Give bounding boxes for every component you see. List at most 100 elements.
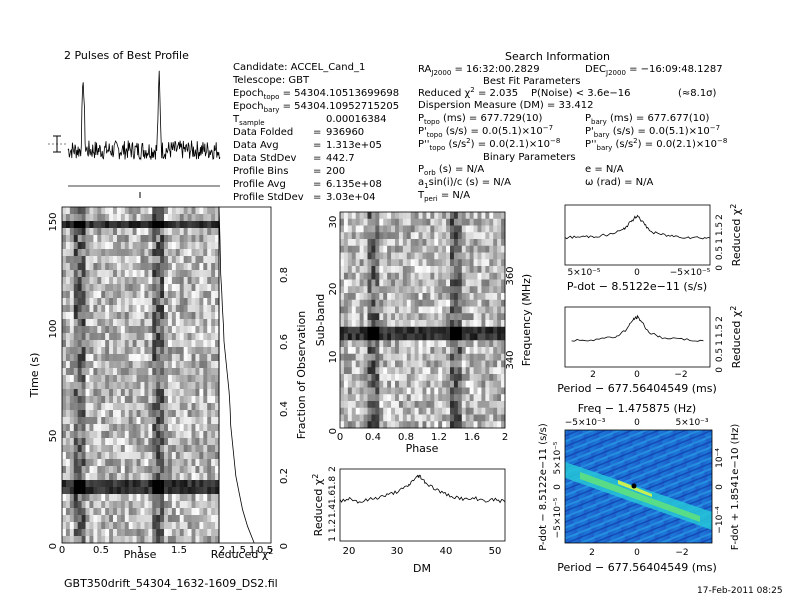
heatmap-cell <box>465 407 470 415</box>
heatmap-cell <box>175 515 181 523</box>
heatmap-cell <box>367 306 372 314</box>
heatmap-cell <box>391 313 396 321</box>
heatmap-cell <box>136 431 141 439</box>
heatmap-cell <box>438 306 443 314</box>
heatmap-cell <box>183 270 188 278</box>
heatmap-cell <box>116 431 122 439</box>
heatmap-cell <box>379 353 384 361</box>
heatmap-cell <box>156 480 161 488</box>
heatmap-cell <box>371 299 376 307</box>
heatmap-cell <box>199 382 204 390</box>
heatmap-cell <box>81 501 86 509</box>
heatmap-cell <box>191 270 196 278</box>
heatmap-cell <box>136 214 141 222</box>
heatmap-cell <box>379 279 384 287</box>
heatmap-cell <box>148 263 153 271</box>
heatmap-cell <box>481 407 486 415</box>
heatmap-cell <box>140 326 145 334</box>
heatmap-cell <box>450 407 455 415</box>
heatmap-cell <box>124 361 130 369</box>
heatmap-cell <box>379 394 384 402</box>
heatmap-cell <box>211 242 216 250</box>
footer-date: 17-Feb-2011 08:25 <box>697 586 783 596</box>
heatmap-cell <box>347 407 353 415</box>
heatmap-cell <box>195 403 200 411</box>
heatmap-cell <box>140 487 145 495</box>
heatmap-cell <box>363 320 368 328</box>
heatmap-cell <box>501 279 506 287</box>
heatmap-cell <box>179 487 184 495</box>
heatmap-cell <box>446 239 451 247</box>
heatmap-cell <box>461 320 467 328</box>
heatmap-cell <box>148 501 153 509</box>
heatmap-row <box>62 263 220 271</box>
heatmap-cell <box>160 445 165 453</box>
heatmap-cell <box>187 410 192 418</box>
heatmap-cell <box>430 272 435 280</box>
heatmap-cell <box>183 431 188 439</box>
heatmap-cell <box>457 279 463 287</box>
heatmap-cell <box>77 319 82 327</box>
heatmap-cell <box>465 239 470 247</box>
heatmap-cell <box>383 306 388 314</box>
tick-label: 0.6 <box>279 334 290 350</box>
heatmap-cell <box>89 207 94 215</box>
heatmap-cell <box>73 235 78 243</box>
heatmap-cell <box>450 279 455 287</box>
heatmap-cell <box>124 326 130 334</box>
heatmap-cell <box>379 380 384 388</box>
heatmap-cell <box>367 299 372 307</box>
heatmap-cell <box>81 403 86 411</box>
heatmap-cell <box>93 438 98 446</box>
heatmap-cell <box>367 259 372 267</box>
ppdot-panel: Freq − 1.475875 (Hz) Period − 677.564045… <box>538 402 741 574</box>
heatmap-cell <box>124 242 130 250</box>
heatmap-cell <box>457 212 463 220</box>
heatmap-cell <box>398 313 404 321</box>
heatmap-cell <box>113 228 118 236</box>
heatmap-cell <box>422 367 427 375</box>
heatmap-cell <box>215 242 220 250</box>
heatmap-cell <box>136 403 141 411</box>
heatmap-cell <box>164 536 169 544</box>
heatmap-cell <box>183 466 188 474</box>
heatmap-cell <box>124 536 130 544</box>
dm-xticks: 20 30 40 50 <box>343 546 502 557</box>
epoch-bary-label: Epochbary = 54304.10952715205 <box>233 101 399 114</box>
heatmap-cell <box>453 306 459 314</box>
heatmap-cell <box>89 424 94 432</box>
heatmap-cell <box>371 380 376 388</box>
heatmap-cell <box>395 380 400 388</box>
heatmap-cell <box>359 259 364 267</box>
info-row-equals: = <box>313 153 321 164</box>
heatmap-cell <box>85 326 90 334</box>
heatmap-cell <box>191 291 196 299</box>
heatmap-cell <box>497 252 502 260</box>
heatmap-cell <box>414 320 419 328</box>
heatmap-cell <box>73 473 78 481</box>
heatmap-cell <box>156 333 161 341</box>
heatmap-cell <box>363 333 368 341</box>
heatmap-cell <box>387 347 392 355</box>
heatmap-cell <box>426 421 431 429</box>
heatmap-row <box>62 424 220 432</box>
heatmap-cell <box>124 396 130 404</box>
tick-label: 1 <box>249 545 255 556</box>
heatmap-cell <box>167 529 173 537</box>
heatmap-cell <box>461 367 467 375</box>
heatmap-cell <box>73 312 78 320</box>
heatmap-cell <box>450 259 455 267</box>
heatmap-cell <box>199 347 204 355</box>
heatmap-cell <box>105 480 110 488</box>
heatmap-cell <box>457 245 463 253</box>
tick-label: 0.5 <box>93 545 109 556</box>
heatmap-cell <box>379 272 384 280</box>
heatmap-cell <box>410 232 415 240</box>
heatmap-cell <box>187 361 192 369</box>
heatmap-cell <box>136 536 141 544</box>
heatmap-cell <box>211 501 216 509</box>
heatmap-cell <box>62 452 67 460</box>
heatmap-cell <box>367 347 372 355</box>
heatmap-cell <box>73 319 78 327</box>
heatmap-cell <box>410 259 415 267</box>
